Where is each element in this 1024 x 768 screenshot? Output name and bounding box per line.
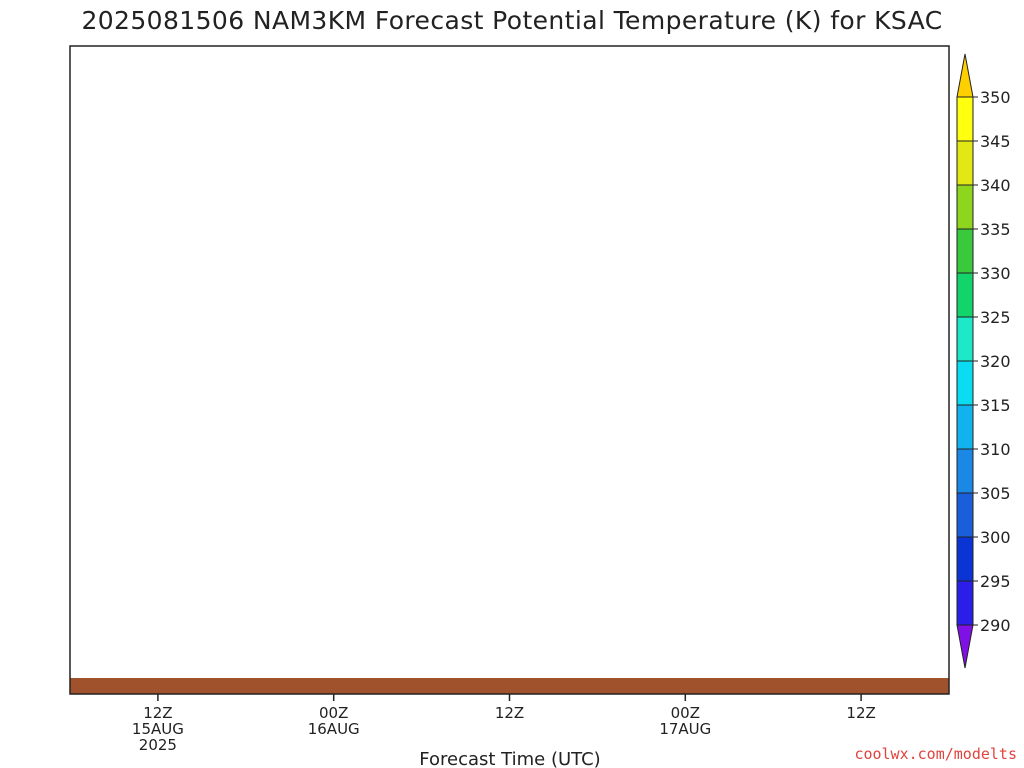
colorbar-low-arrow [956,624,974,669]
colorbar-label: 330 [980,264,1011,283]
x-axis-label: Forecast Time (UTC) [419,749,600,768]
x-tick-label: 17AUG [659,720,711,738]
colorbar-segment [956,96,974,142]
chart-title: 2025081506 NAM3KM Forecast Potential Tem… [81,6,942,35]
colorbar-segment [956,492,974,538]
grid [157,46,862,678]
colorbar-segment [956,360,974,406]
colorbar-segment [956,272,974,318]
colorbar-label: 320 [980,352,1011,371]
colorbar-label: 310 [980,440,1011,459]
x-tick-label: 12Z [495,704,524,722]
colorbar-label: 315 [980,396,1011,415]
colorbar-label: 325 [980,308,1011,327]
colorbar-segment [956,536,974,582]
x-tick-label: 00Z [319,704,348,722]
x-tick-label: 15AUG [132,720,184,738]
colorbar-segment [956,228,974,274]
colorbar-label: 350 [980,88,1011,107]
colorbar-segment [956,316,974,362]
plot-frame [69,45,950,695]
colorbar-label: 300 [980,528,1011,547]
colorbar-segment [956,184,974,230]
colorbar-segment [956,580,974,626]
colorbar: 290 295 300 305 310 315 320 325 330 335 340 345 350 [956,53,1011,669]
colorbar-label: 305 [980,484,1011,503]
x-tick-label: 12Z [846,704,875,722]
credit-link[interactable]: coolwx.com/modelts [854,745,1017,763]
colorbar-label: 335 [980,220,1011,239]
colorbar-label: 295 [980,572,1011,591]
colorbar-high-arrow [956,53,974,98]
colorbar-label: 290 [980,616,1011,635]
colorbar-label: 340 [980,176,1011,195]
x-tick-label: 16AUG [308,720,360,738]
colorbar-segment [956,404,974,450]
x-tick-label: 2025 [139,736,177,754]
colorbar-label: 345 [980,132,1011,151]
x-tick-label: 12Z [143,704,172,722]
colorbar-segment [956,448,974,494]
colorbar-segment [956,140,974,186]
x-tick-label: 00Z [671,704,700,722]
ground-strip [70,678,949,694]
